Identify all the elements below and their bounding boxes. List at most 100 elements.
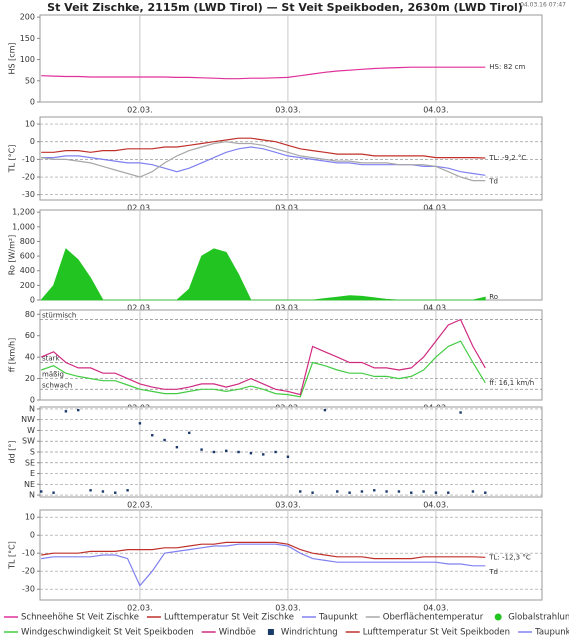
y-tick-label: -10 <box>22 549 35 558</box>
y-tick-label: 1,200 <box>12 208 35 217</box>
panel <box>39 116 543 201</box>
y-tick-label: 0 <box>30 296 35 305</box>
x-tick-label: 04.03. <box>423 204 448 213</box>
point <box>360 490 364 493</box>
point <box>101 490 105 493</box>
line-series <box>41 66 486 80</box>
y-tick-label: 200 <box>20 13 35 22</box>
point <box>249 451 253 455</box>
point <box>311 491 314 494</box>
y-tick-label: -20 <box>22 173 35 182</box>
y-tick-label: N <box>29 491 35 500</box>
y-axis-label: Ro [W/m²] <box>8 235 17 275</box>
end-label: Td <box>488 568 498 576</box>
x-tick-label: 04.03. <box>423 604 448 613</box>
point <box>175 446 179 449</box>
y-tick-label: SE <box>25 458 35 467</box>
point <box>323 408 327 412</box>
y-tick-label: NW <box>21 415 35 424</box>
point <box>126 489 129 492</box>
y-tick-label: -30 <box>22 585 35 594</box>
legend-label: Taupunkt <box>534 628 569 638</box>
panel <box>39 14 543 103</box>
y-tick-label: 40 <box>25 353 35 362</box>
y-tick-label: 50 <box>25 76 35 85</box>
point <box>286 455 290 458</box>
y-tick-label: -20 <box>22 567 35 576</box>
y-tick-label: 10 <box>25 513 35 522</box>
line-series <box>41 543 486 587</box>
point <box>262 453 265 456</box>
legend-label: Schneehöhe St Veit Zischke <box>21 613 139 623</box>
line-series <box>41 541 486 560</box>
threshold-label: schwach <box>42 381 72 389</box>
panel <box>39 209 543 301</box>
y-tick-label: 80 <box>25 310 35 319</box>
point <box>336 490 339 493</box>
y-tick-label: 150 <box>20 34 35 43</box>
y-tick-label: -30 <box>22 190 35 199</box>
y-tick-label: 400 <box>20 266 35 275</box>
point <box>373 489 376 492</box>
y-axis-label: ff [km/h] <box>8 338 17 373</box>
y-tick-label: S <box>30 448 35 457</box>
y-tick-label: 60 <box>25 331 35 340</box>
point <box>299 490 302 493</box>
y-tick-label: 0 <box>30 531 35 540</box>
y-tick-label: W <box>27 426 35 435</box>
y-tick-label: SW <box>22 437 35 446</box>
point <box>163 438 166 442</box>
x-tick-label: 03.03. <box>275 501 300 510</box>
legend-label: Windrichtung <box>281 628 338 638</box>
point <box>447 491 450 494</box>
end-label: TL: -12,3 °C <box>488 553 531 561</box>
threshold-label: stark <box>42 355 61 363</box>
point <box>471 490 475 493</box>
x-tick-label: 03.03. <box>275 204 300 213</box>
end-label: TL: -9,2 °C <box>488 154 526 162</box>
y-axis-label: HS [cm] <box>8 42 17 74</box>
point <box>89 489 92 492</box>
point <box>77 408 80 412</box>
panel <box>39 309 543 401</box>
legend-label: Globalstrahlung (oben) <box>508 613 569 623</box>
y-tick-label: 200 <box>20 281 35 290</box>
y-axis-label: dd [°] <box>8 441 17 464</box>
point <box>274 450 277 454</box>
x-tick-label: 03.03. <box>275 304 300 313</box>
point <box>422 490 425 493</box>
point <box>397 490 401 493</box>
point <box>114 491 117 494</box>
point <box>410 491 413 494</box>
legend-label: Oberflächentemperatur <box>383 613 484 623</box>
threshold-label: stürmisch <box>42 312 76 320</box>
y-tick-label: 0 <box>30 396 35 405</box>
y-tick-label: 0 <box>30 98 35 107</box>
y-tick-label: 20 <box>25 374 35 383</box>
x-tick-label: 03.03. <box>275 604 300 613</box>
y-tick-label: 0 <box>30 137 35 146</box>
timestamp: 04.03.16 07:47 <box>520 2 566 9</box>
point <box>459 411 462 414</box>
end-label: Td <box>488 177 498 185</box>
legend-label: Windgeschwindigkeit St Veit Speikboden <box>21 628 194 638</box>
line-series <box>41 340 486 398</box>
x-tick-label: 04.03. <box>423 106 448 115</box>
x-tick-label: 04.03. <box>423 304 448 313</box>
end-label: ff: 16,1 km/h <box>489 379 534 387</box>
line-series <box>41 141 486 182</box>
legend-label: Taupunkt <box>318 613 358 623</box>
y-axis-label: TL [°C] <box>8 145 17 174</box>
y-tick-label: 100 <box>20 55 35 64</box>
y-tick-label: 10 <box>25 120 35 129</box>
point <box>212 450 216 454</box>
y-tick-label: 600 <box>20 252 35 261</box>
x-tick-label: 02.03. <box>127 604 152 613</box>
end-label: HS: 82 cm <box>489 63 525 71</box>
legend-label: Lufttemperatur St Veit Zischke <box>164 613 294 623</box>
end-label: Ro <box>489 293 498 301</box>
point <box>151 434 154 437</box>
threshold-label: mäßig <box>42 371 64 379</box>
point <box>225 449 228 453</box>
